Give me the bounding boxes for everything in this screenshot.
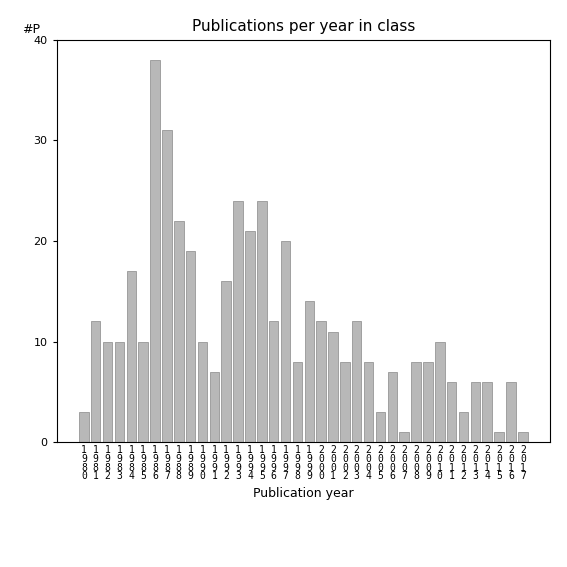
Bar: [126, 271, 136, 442]
Bar: [328, 332, 338, 442]
Bar: [269, 321, 278, 442]
Bar: [388, 372, 397, 442]
Bar: [506, 382, 516, 442]
Bar: [103, 341, 112, 442]
Title: Publications per year in class: Publications per year in class: [192, 19, 415, 35]
Bar: [364, 362, 373, 442]
Bar: [150, 60, 160, 442]
Bar: [186, 251, 196, 442]
Bar: [483, 382, 492, 442]
Bar: [352, 321, 362, 442]
Bar: [91, 321, 100, 442]
Bar: [198, 341, 208, 442]
Bar: [257, 201, 266, 442]
Bar: [399, 432, 409, 442]
Bar: [316, 321, 326, 442]
Bar: [304, 302, 314, 442]
Bar: [518, 432, 527, 442]
Bar: [340, 362, 350, 442]
X-axis label: Publication year: Publication year: [253, 487, 354, 500]
Bar: [281, 241, 290, 442]
Bar: [471, 382, 480, 442]
Bar: [115, 341, 124, 442]
Bar: [162, 130, 172, 442]
Bar: [435, 341, 445, 442]
Bar: [411, 362, 421, 442]
Bar: [494, 432, 504, 442]
Bar: [174, 221, 184, 442]
Bar: [138, 341, 148, 442]
Bar: [423, 362, 433, 442]
Bar: [245, 231, 255, 442]
Bar: [234, 201, 243, 442]
Bar: [222, 281, 231, 442]
Bar: [376, 412, 385, 442]
Bar: [447, 382, 456, 442]
Text: #P: #P: [22, 23, 40, 36]
Bar: [79, 412, 88, 442]
Bar: [293, 362, 302, 442]
Bar: [210, 372, 219, 442]
Bar: [459, 412, 468, 442]
